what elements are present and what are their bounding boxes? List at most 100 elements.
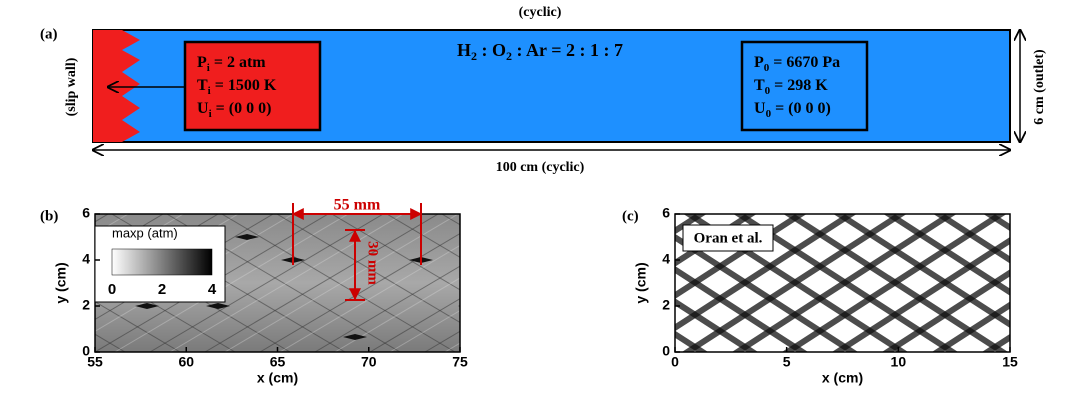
triple-point (135, 303, 159, 309)
cell-line (330, 214, 460, 291)
symbol: U (754, 100, 766, 117)
y-tick-label: 0 (82, 343, 90, 359)
cell-line (220, 214, 456, 352)
condition: T0 = 298 K (754, 77, 828, 97)
cell-line (0, 204, 35, 352)
mixture-sub: 2 (471, 49, 477, 63)
subscript: i (209, 108, 212, 120)
colorbar-tick-label: 2 (158, 281, 166, 298)
condition-value: = 1500 K (211, 77, 277, 94)
mixture-part: H (457, 40, 471, 60)
x-tick-label: 0 (671, 354, 679, 370)
legend: Oran et al. (694, 230, 763, 246)
panel-label: (a) (40, 26, 58, 42)
subscript: 0 (765, 85, 771, 97)
cell-line (275, 214, 460, 323)
cell-line (1025, 205, 1080, 360)
cell-line (279, 244, 460, 352)
x-tick-label: 15 (1002, 354, 1018, 370)
cell-line (1025, 205, 1080, 360)
x-tick-label: 70 (361, 354, 377, 370)
plot-frame (674, 213, 1011, 353)
mixture-part: : O (477, 40, 506, 60)
symbol: T (754, 77, 765, 94)
condition-value: = (0 0 0) (771, 100, 831, 117)
inlet-box (183, 40, 322, 132)
left-label: (slip wall) (64, 57, 79, 116)
triple-point (235, 234, 259, 240)
y-tick-label: 4 (82, 251, 90, 267)
colorbar-tick-label: 4 (208, 281, 217, 298)
x-tick-label: 75 (452, 354, 468, 370)
colorbar (111, 248, 213, 276)
cell-line (0, 204, 15, 352)
condition: Ui = (0 0 0) (197, 100, 271, 120)
cell-line (444, 342, 460, 352)
symbol: P (754, 54, 764, 71)
condition: P0 = 6670 Pa (754, 54, 840, 74)
cell-line (931, 301, 1010, 352)
x-tick-label: 5 (783, 354, 791, 370)
triple-point (458, 305, 460, 307)
colorbar-title: maxp (atm) (112, 225, 178, 240)
cell-line (1075, 205, 1080, 360)
x-tick-label: 60 (178, 354, 194, 370)
cell-line (114, 214, 350, 352)
y-tick-label: 0 (662, 343, 670, 359)
x-tick-label: 65 (270, 354, 286, 370)
y-tick-label: 2 (82, 297, 90, 313)
subscript: i (208, 85, 211, 97)
condition: Ti = 1500 K (197, 77, 277, 97)
condition: Pi = 2 atm (197, 54, 266, 74)
y-tick-label: 2 (662, 297, 670, 313)
top-label: (cyclic) (519, 5, 562, 20)
subscript: 0 (766, 108, 772, 120)
cell-line (833, 214, 1010, 329)
cell-line (95, 301, 181, 352)
cell-line (1075, 205, 1080, 360)
condition-value: = 6670 Pa (769, 54, 840, 71)
mixture-sub: 2 (506, 49, 512, 63)
cell-line (389, 309, 460, 352)
subscript: 0 (764, 62, 770, 74)
x-axis-label: x (cm) (257, 370, 298, 386)
y-axis-label: y (cm) (53, 262, 69, 303)
panel-label: (c) (622, 208, 639, 224)
cell-line (0, 204, 90, 352)
cell-line (385, 214, 460, 258)
y-tick-label: 6 (82, 205, 90, 221)
cell-line (425, 205, 665, 360)
axes: 55 60 65 70 75 0 2 4 6 x (cm) y (cm) 0 5 10 15 0 2 4 6 x (c… (53, 205, 1018, 386)
width-annotation: 55 mm (334, 197, 381, 214)
cell-line (425, 205, 665, 360)
cell-line (933, 214, 1010, 264)
x-tick-label: 10 (891, 354, 907, 370)
condition: U0 = (0 0 0) (754, 100, 831, 120)
condition-value: = 2 atm (210, 54, 266, 71)
cell-line (369, 298, 460, 352)
colorbar-tick-label: 0 (108, 281, 116, 298)
symbol: T (197, 77, 208, 94)
x-tick-label: 55 (87, 354, 103, 370)
cell-line (675, 298, 759, 352)
legend-box (682, 224, 774, 252)
symbol: P (197, 54, 207, 71)
cell-line (675, 233, 859, 352)
x-axis-label: x (cm) (822, 370, 863, 386)
triple-point (343, 334, 367, 340)
condition-value: = (0 0 0) (212, 100, 272, 117)
ambient-box (740, 40, 869, 132)
symbol: U (197, 100, 209, 117)
y-axis-label: y (cm) (633, 262, 649, 303)
cell-line (334, 277, 460, 352)
triple-point (206, 303, 230, 309)
height-annotation: 30 mm (365, 241, 381, 285)
cell-line (783, 214, 1009, 352)
cell-line (883, 214, 1010, 296)
panel-label: (b) (40, 208, 58, 224)
mixture: H2 : O2 : Ar = 2 : 1 : 7 (457, 40, 623, 63)
cell-line (675, 266, 809, 352)
mixture-part: : Ar = 2 : 1 : 7 (512, 40, 623, 60)
